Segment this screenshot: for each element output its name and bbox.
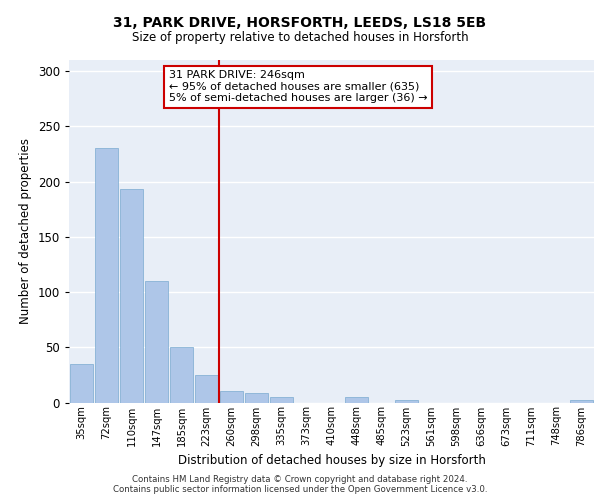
Bar [569, 400, 593, 402]
Bar [95, 148, 118, 402]
Bar [344, 397, 368, 402]
Bar [119, 190, 143, 402]
Bar [145, 281, 169, 402]
Bar [245, 392, 268, 402]
Bar [220, 392, 244, 402]
Text: 31 PARK DRIVE: 246sqm
← 95% of detached houses are smaller (635)
5% of semi-deta: 31 PARK DRIVE: 246sqm ← 95% of detached … [169, 70, 427, 104]
Bar [170, 348, 193, 403]
Text: 31, PARK DRIVE, HORSFORTH, LEEDS, LS18 5EB: 31, PARK DRIVE, HORSFORTH, LEEDS, LS18 5… [113, 16, 487, 30]
X-axis label: Distribution of detached houses by size in Horsforth: Distribution of detached houses by size … [178, 454, 485, 467]
Y-axis label: Number of detached properties: Number of detached properties [19, 138, 32, 324]
Bar [70, 364, 94, 403]
Bar [395, 400, 418, 402]
Bar [194, 375, 218, 402]
Text: Size of property relative to detached houses in Horsforth: Size of property relative to detached ho… [131, 31, 469, 44]
Text: Contains HM Land Registry data © Crown copyright and database right 2024.
Contai: Contains HM Land Registry data © Crown c… [113, 474, 487, 494]
Bar [269, 397, 293, 402]
